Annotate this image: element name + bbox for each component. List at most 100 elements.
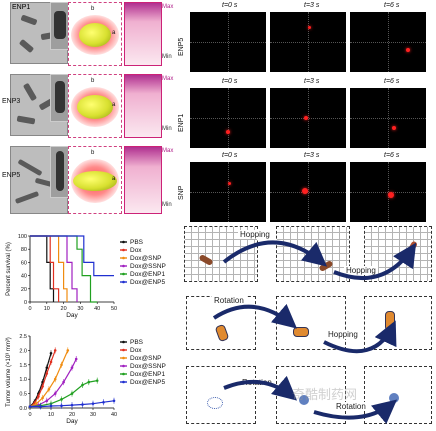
row-label: SNP: [178, 185, 185, 200]
profile-max: Max: [162, 4, 174, 10]
y-tick-label: 0.0: [19, 406, 27, 412]
y-tick-label: 1.5: [19, 363, 27, 369]
time-label: t=0 s: [222, 152, 238, 159]
micro-enp5-t6: [350, 12, 426, 72]
micro-snp-t0: [190, 162, 266, 222]
legend-marker: [122, 348, 125, 352]
x-axis-label: Day: [66, 418, 78, 425]
legend-label: Dox: [130, 347, 142, 354]
legend-marker: [122, 264, 125, 268]
series-line: [30, 235, 114, 277]
micro-enp5-t0: [190, 12, 266, 72]
legend-label: Dox@ENP5: [130, 279, 166, 286]
hopping-label: Hopping: [344, 266, 378, 275]
rotation-label: Rotation: [212, 296, 246, 305]
profile-min: Min: [162, 202, 172, 208]
y-tick-label: 0.5: [19, 392, 27, 398]
axis-label-b: b: [91, 150, 95, 156]
watermark: 奇酷制药网: [292, 388, 358, 403]
micro-snp-t3: [270, 162, 346, 222]
legend-label: PBS: [130, 239, 144, 246]
legend-label: Dox@SNP: [130, 255, 162, 262]
x-tick-label: 20: [61, 306, 67, 312]
y-tick-label: 1.0: [19, 377, 27, 383]
x-tick-label: 40: [111, 412, 117, 418]
time-label: t=3 s: [304, 152, 320, 159]
profile-min: Min: [162, 54, 172, 60]
model-enp3: [68, 74, 122, 138]
y-tick-label: 2.5: [19, 334, 27, 340]
profile-enp1: [124, 2, 162, 66]
time-label: t=3 s: [304, 2, 320, 9]
hopping-label: Hopping: [238, 230, 272, 239]
x-tick-label: 0: [28, 306, 31, 312]
legend-marker: [122, 256, 125, 260]
tem-inset-enp5: [50, 146, 70, 198]
rotation-label: Rotation: [334, 402, 368, 411]
axis-label-b: b: [91, 78, 95, 84]
model-enp1: [68, 2, 122, 66]
micro-snp-t6: [350, 162, 426, 222]
legend-marker: [122, 356, 125, 360]
micro-enp1-t0: [190, 88, 266, 148]
series-line: [30, 235, 98, 303]
time-label: t=0 s: [222, 2, 238, 9]
time-label: t=6 s: [384, 152, 400, 159]
time-label: t=3 s: [304, 78, 320, 85]
profile-enp3: [124, 74, 162, 138]
axis-label-b: b: [91, 6, 95, 12]
axis-label-a: a: [112, 102, 116, 108]
profile-min: Min: [162, 126, 172, 132]
tem-inset-enp3: [50, 74, 70, 122]
legend-label: Dox@ENP1: [130, 371, 166, 378]
profile-enp5: [124, 146, 162, 214]
legend-label: PBS: [130, 339, 144, 346]
legend-label: Dox: [130, 247, 142, 254]
y-tick-label: 20: [21, 287, 27, 293]
model-enp5: [68, 146, 122, 214]
tumor-chart: 0.0 0.5 1.0 1.5 2.0 2.5 0 10 20 30 40 Day Tumor volu…: [6, 334, 166, 425]
x-tick-label: 30: [90, 412, 96, 418]
legend-marker: [122, 248, 125, 252]
tem-label: ENP5: [2, 172, 21, 179]
series-line: [30, 235, 68, 302]
legend-marker: [122, 340, 125, 344]
x-tick-label: 40: [94, 306, 100, 312]
tem-inset-enp1: [50, 2, 70, 50]
y-tick-label: 60: [21, 260, 27, 266]
y-tick-label: 0: [24, 300, 27, 306]
legend-marker: [122, 364, 125, 368]
hopping-label: Hopping: [326, 330, 360, 339]
row-label: ENP1: [178, 113, 185, 132]
micro-enp1-t3: [270, 88, 346, 148]
micro-enp1-t6: [350, 88, 426, 148]
legend-marker: [122, 372, 125, 376]
series-line: [30, 235, 60, 302]
series-line: [29, 353, 52, 408]
profile-max: Max: [162, 148, 174, 154]
y-axis-label: Tumor volume (×10³ mm³): [6, 337, 12, 407]
x-tick-label: 0: [28, 412, 31, 418]
survival-chart: 0 20 40 60 80 100 0 10 20 30 40 50 Day Percent surviv…: [6, 234, 166, 319]
legend-label: Dox@ENP1: [130, 271, 166, 278]
row-label: ENP5: [178, 37, 185, 56]
y-tick-label: 40: [21, 274, 27, 280]
legend-marker: [122, 272, 125, 276]
tem-label: ENP3: [2, 98, 21, 105]
y-tick-label: 2.0: [19, 348, 27, 354]
legend-marker: [122, 380, 125, 384]
x-axis-label: Day: [66, 312, 78, 319]
legend-label: Dox@SNP: [130, 355, 162, 362]
profile-max: Max: [162, 76, 174, 82]
time-label: t=0 s: [222, 78, 238, 85]
x-tick-label: 10: [44, 306, 50, 312]
legend-label: Dox@SSNP: [130, 263, 166, 270]
x-tick-label: 30: [77, 306, 83, 312]
y-axis-label: Percent survival (%): [6, 242, 12, 296]
x-tick-label: 20: [69, 412, 75, 418]
time-label: t=6 s: [384, 78, 400, 85]
data-point: [28, 405, 32, 408]
cell-3-1: [186, 366, 256, 424]
legend-label: Dox@SSNP: [130, 363, 166, 370]
x-tick-label: 50: [111, 306, 117, 312]
